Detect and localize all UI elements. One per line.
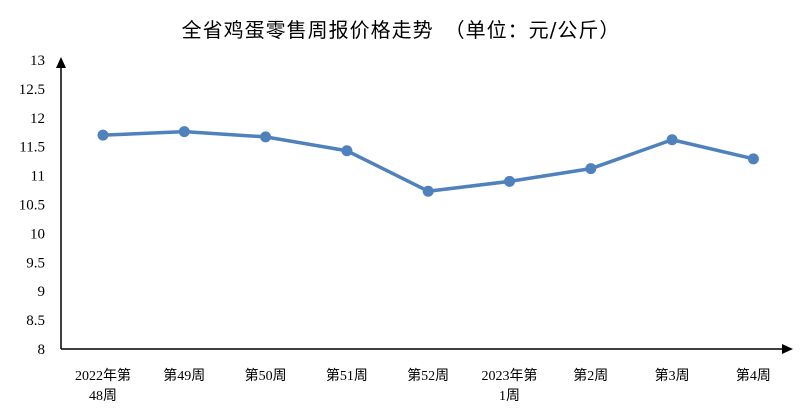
y-axis-arrow <box>56 57 66 68</box>
y-tick-label: 8 <box>38 342 46 358</box>
y-tick-label: 11.5 <box>19 140 45 156</box>
data-point <box>585 163 597 175</box>
y-tick-label: 10 <box>30 226 45 242</box>
y-tick-label: 9 <box>38 284 46 300</box>
data-point <box>747 153 759 165</box>
y-tick-label: 13 <box>30 53 45 69</box>
data-point <box>97 129 109 141</box>
x-category-label: 第50周 <box>245 367 287 384</box>
x-category-label: 第4周 <box>736 367 771 384</box>
x-category-label: 第51周 <box>326 367 368 384</box>
x-axis-arrow <box>782 344 793 354</box>
data-point <box>341 145 353 157</box>
y-tick-label: 11 <box>31 169 45 185</box>
x-category-label: 1周 <box>499 389 520 404</box>
x-category-label: 第49周 <box>163 367 205 384</box>
data-point <box>260 131 272 143</box>
y-tick-label: 12 <box>30 111 45 127</box>
data-point <box>666 134 678 146</box>
x-category-label: 2022年第 <box>75 367 131 384</box>
series-line <box>101 129 756 193</box>
x-category-label: 2023年第 <box>482 367 538 384</box>
y-tick-label: 12.5 <box>19 82 45 98</box>
chart-title: 全省鸡蛋零售周报价格走势 （单位：元/公斤） <box>181 18 621 42</box>
data-point <box>422 185 434 197</box>
y-tick-label: 10.5 <box>19 198 45 214</box>
data-point <box>504 175 515 187</box>
y-tick-label: 9.5 <box>26 255 45 271</box>
x-category-label: 第2周 <box>573 367 608 384</box>
data-point <box>178 126 190 138</box>
y-tick-label: 8.5 <box>26 313 45 329</box>
x-category-label: 第3周 <box>655 367 690 384</box>
x-category-label: 第52周 <box>407 367 449 384</box>
x-category-label: 48周 <box>89 389 117 404</box>
